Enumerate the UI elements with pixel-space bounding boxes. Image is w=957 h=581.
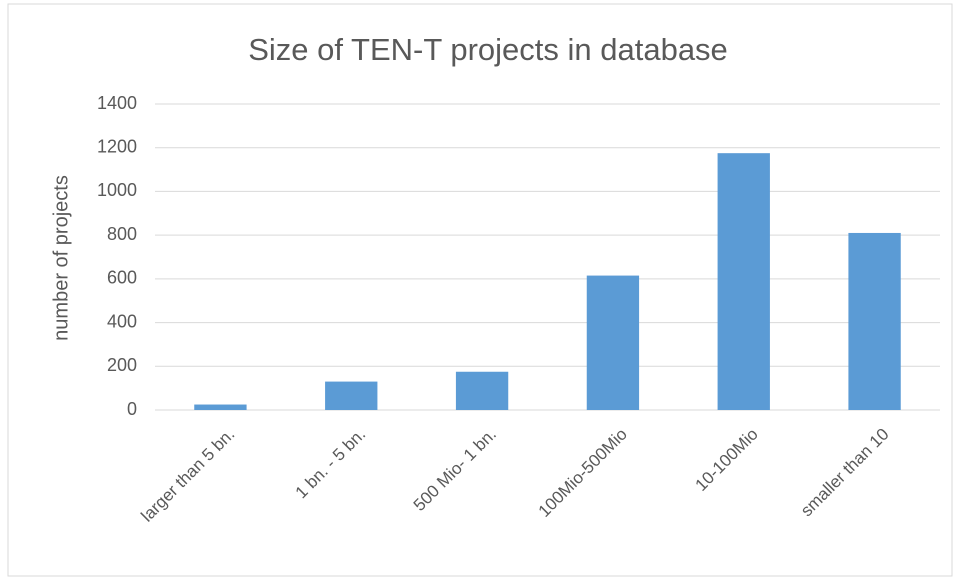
bar [194, 404, 247, 410]
chart-title: Size of TEN-T projects in database [248, 32, 728, 67]
bar [325, 381, 378, 410]
bar [848, 232, 901, 410]
y-tick-label: 400 [107, 311, 137, 331]
y-tick-label: 1000 [97, 180, 137, 200]
y-tick-label: 800 [107, 224, 137, 244]
y-tick-label: 200 [107, 355, 137, 375]
bar [586, 275, 640, 410]
y-tick-label: 1400 [97, 93, 137, 113]
y-tick-label: 1200 [97, 136, 137, 156]
y-tick-label: 600 [107, 268, 137, 288]
chart-border [7, 3, 953, 577]
bar [455, 371, 509, 410]
y-tick-label: 0 [127, 399, 137, 419]
y-axis-title: number of projects [50, 175, 72, 341]
bar [717, 153, 770, 410]
